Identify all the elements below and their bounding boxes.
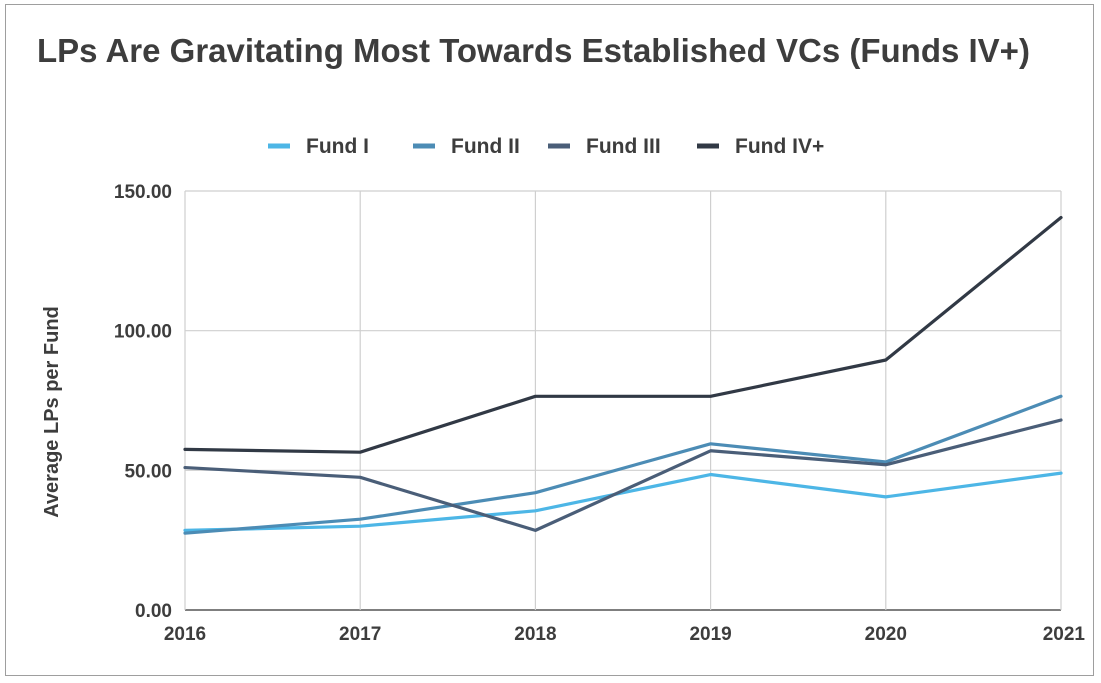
legend-label: Fund IV+ (735, 135, 824, 158)
grid (184, 190, 1062, 611)
legend-label: Fund III (586, 135, 661, 158)
x-tick-label: 2018 (514, 624, 556, 645)
legend-label: Fund I (306, 135, 369, 158)
series-line-fund-iii (183, 418, 1063, 532)
series-line-fund-iv (183, 215, 1063, 454)
y-axis-title: Average LPs per Fund (41, 306, 63, 518)
chart-title: LPs Are Gravitating Most Towards Establi… (37, 32, 1030, 69)
x-tick-label: 2021 (1043, 624, 1086, 645)
legend-label: Fund II (451, 135, 520, 158)
y-tick-label: 150.00 (114, 182, 172, 203)
tick-labels: 0.00 50.00 100.00 150.00 2016 2017 2018 2019 202… (114, 182, 1086, 645)
x-tick-label: 2017 (339, 624, 381, 645)
y-tick-label: 50.00 (124, 461, 172, 482)
series-line-fund-i (183, 471, 1063, 532)
y-tick-label: 0.00 (135, 601, 172, 622)
x-tick-label: 2019 (689, 624, 731, 645)
legend: Fund I Fund II Fund III Fund IV+ (268, 135, 824, 158)
series-lines (183, 215, 1063, 535)
series-line-fund-ii (183, 394, 1063, 535)
y-tick-label: 100.00 (114, 322, 172, 343)
x-tick-label: 2016 (164, 624, 206, 645)
x-tick-label: 2020 (865, 624, 907, 645)
